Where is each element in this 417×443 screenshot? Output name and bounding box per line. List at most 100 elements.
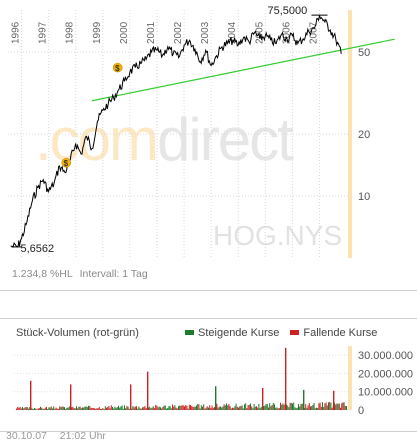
volume-bar [133, 407, 135, 410]
volume-bar [208, 407, 209, 410]
volume-bar [164, 405, 166, 410]
low-label: 5,6562 [20, 243, 54, 255]
volume-bar [293, 402, 295, 410]
volume-bar [188, 404, 190, 410]
volume-bar [325, 402, 327, 410]
volume-bar [125, 408, 127, 410]
volume-bar [90, 407, 92, 410]
volume-bar [337, 403, 339, 410]
volume-bar [223, 404, 225, 410]
volume-bar [86, 407, 88, 410]
volume-bar [80, 408, 82, 410]
volume-bar [288, 407, 290, 410]
price-line [10, 15, 342, 248]
volume-bar [122, 408, 124, 410]
volume-bar [176, 408, 178, 410]
volume-bar [34, 407, 35, 410]
volume-bar [268, 407, 269, 410]
x-tick-label: 2007 [308, 21, 319, 44]
volume-bar [59, 406, 61, 410]
volume-bar [334, 402, 335, 410]
x-tick-label: 2006 [281, 21, 292, 44]
volume-bar [56, 408, 58, 410]
volume-bar [89, 405, 91, 410]
volume-bar [252, 408, 254, 410]
volume-bar [316, 407, 317, 410]
x-tick-label: 2001 [146, 21, 157, 44]
volume-bar [328, 402, 329, 410]
volume-bar [38, 408, 40, 410]
volume-bar [78, 406, 80, 410]
volume-spike [147, 371, 149, 410]
volume-bar [116, 407, 118, 410]
volume-bar [266, 404, 268, 410]
volume-bar [50, 406, 52, 410]
volume-bar [236, 406, 238, 410]
volume-bar [160, 407, 161, 410]
volume-spike [215, 386, 217, 410]
volume-title: Stück-Volumen (rot-grün) [16, 327, 139, 339]
volume-bar [278, 407, 280, 410]
dividend-marker: $ [112, 62, 123, 73]
volume-bar [260, 406, 262, 410]
volume-bar [40, 406, 41, 410]
volume-bar [37, 408, 39, 410]
x-tick-label: 1997 [38, 21, 49, 44]
volume-bar [140, 408, 142, 410]
volume-bar [254, 406, 256, 410]
volume-bar [101, 408, 103, 410]
volume-bar [272, 403, 274, 410]
volume-bar [187, 408, 189, 410]
trend-line [91, 38, 395, 102]
volume-bar [62, 406, 64, 410]
volume-bar [119, 407, 121, 410]
volume-bar [186, 405, 188, 410]
volume-bar [248, 404, 250, 410]
x-tick-label: 1999 [92, 21, 103, 44]
volume-bar [128, 408, 130, 410]
volume-bar [108, 405, 110, 410]
volume-bar [269, 403, 271, 410]
volume-bar [170, 408, 172, 410]
volume-bar [42, 408, 44, 410]
volume-bar [32, 409, 34, 410]
volume-bar [112, 406, 113, 410]
legend-item-falling: Fallende Kurse [290, 327, 377, 339]
volume-bar [275, 407, 277, 410]
volume-tick-label: 20.000.000 [358, 368, 413, 380]
volume-bar [304, 408, 305, 410]
volume-bar [53, 406, 55, 410]
volume-bar [240, 406, 242, 410]
volume-bar [158, 406, 160, 410]
volume-bar [235, 403, 237, 410]
volume-bar [157, 407, 159, 410]
volume-bar [242, 408, 244, 410]
volume-bar [226, 403, 227, 410]
volume-bar [290, 403, 292, 410]
volume-bar [247, 405, 249, 410]
volume-bar [182, 405, 184, 410]
volume-tick-label: 10.000.000 [358, 387, 413, 399]
volume-bar [92, 408, 94, 410]
volume-bar [331, 407, 333, 410]
volume-bar [335, 404, 337, 410]
volume-bar [346, 406, 347, 410]
volume-bar [18, 407, 20, 410]
volume-bar [326, 405, 328, 410]
volume-bar [181, 405, 183, 410]
volume-bar [292, 403, 293, 410]
volume-bar [172, 404, 173, 410]
volume-bar [191, 406, 193, 410]
volume-bar [296, 407, 298, 410]
volume-spike [285, 347, 287, 410]
volume-bar [41, 407, 43, 410]
volume-bar [110, 405, 112, 410]
volume-bar [67, 407, 69, 410]
volume-bar [20, 408, 22, 410]
volume-bar [121, 405, 123, 410]
volume-bar [118, 405, 119, 410]
volume-bar [320, 406, 322, 410]
volume-bar [148, 407, 149, 410]
volume-bar [107, 407, 109, 410]
volume-bar [102, 408, 104, 410]
